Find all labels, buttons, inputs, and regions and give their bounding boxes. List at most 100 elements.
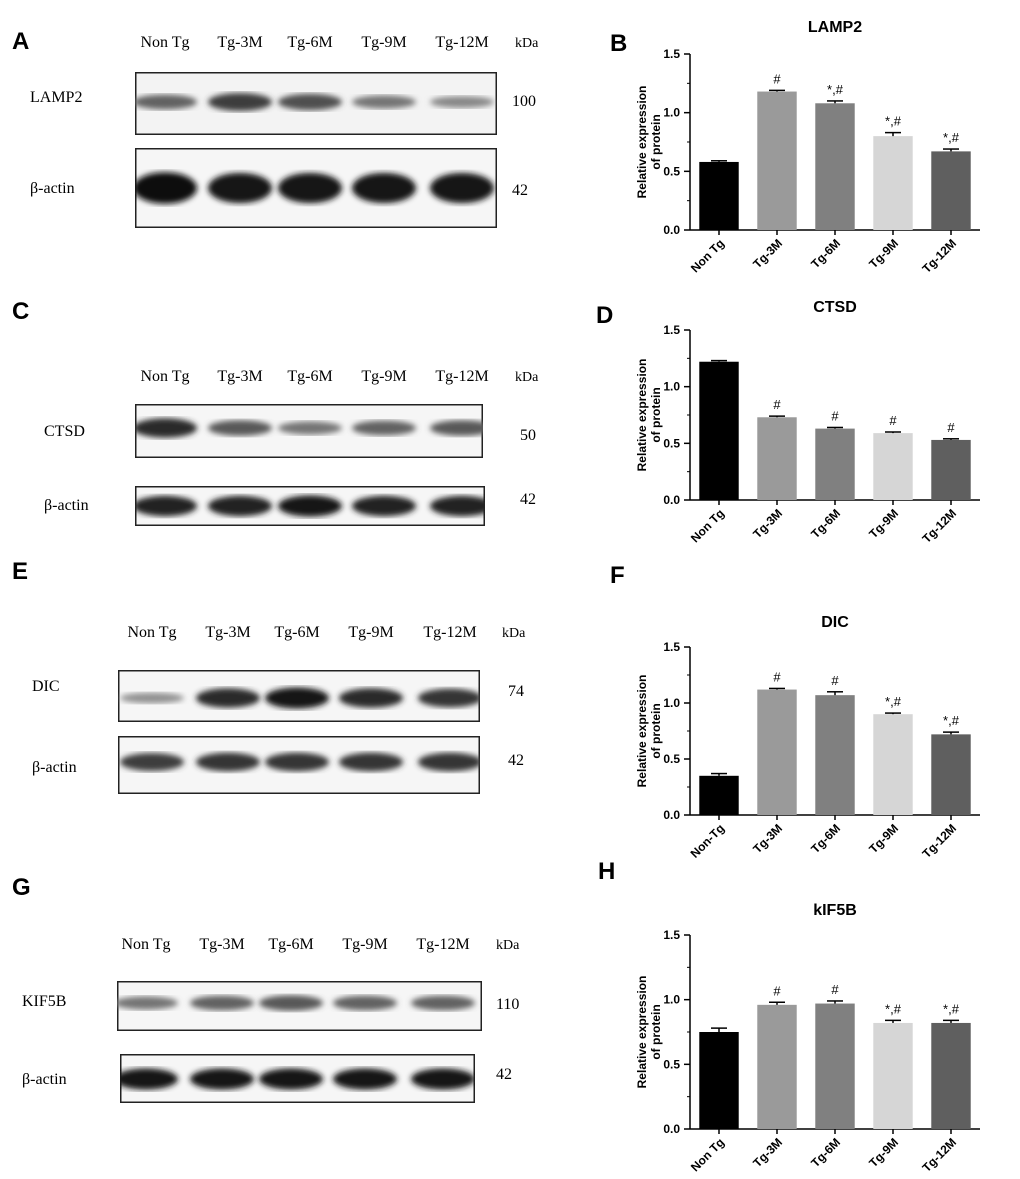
protein-band [117,996,178,1010]
protein-band [278,421,342,435]
blot-membrane [135,72,497,135]
lane-label: Tg-6M [268,936,314,953]
panel-letter-b: B [610,30,628,57]
y-axis-label-line: of protein [649,387,663,442]
chart-title: kIF5B [813,902,857,919]
lane-label: Tg-6M [287,368,333,385]
chart-title: LAMP2 [808,19,862,36]
protein-band [190,1068,254,1090]
panel-letter-e: E [12,558,29,585]
x-tick-label: Tg-3M [750,821,785,856]
protein-band [430,420,483,436]
kda-label: kDa [515,36,539,51]
significance-annotation: # [773,983,781,998]
bar [757,1004,797,1129]
protein-row-label: CTSD [44,423,85,440]
y-axis-label: Relative expressionof protein [635,675,663,788]
bar [931,1022,971,1129]
lane-label: Tg-9M [361,34,407,51]
protein-band [135,94,197,110]
bar [815,103,855,230]
molecular-weight-label: 50 [520,427,536,444]
protein-band [333,995,397,1011]
protein-band [259,1068,323,1090]
panel-letter-f: F [610,562,625,589]
kda-label: kDa [502,626,526,641]
protein-band [120,753,184,771]
significance-annotation: # [831,408,839,423]
y-axis-label: Relative expressionof protein [635,976,663,1089]
significance-annotation: *,# [943,1001,960,1016]
y-tick-label: 0.5 [663,164,680,178]
protein-row-label: LAMP2 [30,89,83,106]
y-tick-label: 1.5 [663,928,680,942]
lane-label: Non Tg [127,624,177,641]
significance-annotation: # [773,71,781,86]
lane-label: Tg-3M [199,936,245,953]
significance-annotation: *,# [885,1001,902,1016]
protein-band [259,995,323,1011]
x-tick-label: Tg-3M [750,1135,785,1170]
significance-annotation: *,# [885,694,902,709]
x-tick-label: Tg-3M [750,506,785,541]
y-axis-label: Relative expressionof protein [635,359,663,472]
x-tick-label: Non-Tg [688,821,728,861]
lane-label: Tg-12M [435,34,489,51]
protein-band [196,752,260,772]
protein-band [190,995,254,1011]
significance-annotation: *,# [827,82,844,97]
significance-annotation: *,# [885,114,902,129]
y-tick-label: 1.5 [663,323,680,337]
y-axis-label-line: of protein [649,703,663,758]
protein-band [120,1068,178,1090]
y-tick-label: 1.5 [663,47,680,61]
x-tick-label: Tg-12M [920,821,960,861]
y-axis-label-line: of protein [649,114,663,169]
protein-band [352,495,416,517]
protein-band [430,96,494,108]
bar [873,714,913,815]
significance-annotation: # [889,413,897,428]
bar-chart-ctsd: CTSD 0.0 0.5 1.0 1.5 Relative expressionof pr… [635,299,980,546]
protein-band [278,495,342,517]
significance-annotation: # [773,397,781,412]
blot-membrane [118,736,480,794]
lane-label: Tg-12M [416,936,470,953]
bar [931,151,971,230]
molecular-weight-label: 100 [512,93,536,110]
bar [699,775,739,815]
significance-annotation: # [947,420,955,435]
protein-band [135,495,197,517]
x-tick-label: Tg-12M [920,1135,960,1173]
y-axis-label-line: Relative expression [635,359,649,472]
bar [931,734,971,815]
x-tick-label: Non Tg [688,1135,727,1173]
x-tick-label: Tg-6M [808,506,843,541]
bar [815,428,855,500]
y-tick-label: 0.5 [663,436,680,450]
lane-label: Tg-6M [287,34,333,51]
x-tick-label: Tg-9M [866,821,901,856]
x-tick-label: Tg-9M [866,236,901,271]
bar-chart-kif5b: kIF5B 0.0 0.5 1.0 1.5 Relative expressionof p… [635,902,980,1173]
x-tick-label: Tg-6M [808,1135,843,1170]
bar [699,161,739,230]
blot-membrane [120,1054,475,1103]
protein-band [120,692,184,704]
y-tick-label: 0.5 [663,1057,680,1071]
bar [699,361,739,500]
x-tick-label: Non Tg [688,506,727,545]
protein-row-label: β-actin [30,180,75,197]
protein-band [418,688,480,708]
y-tick-label: 0.0 [663,1122,680,1136]
significance-annotation: *,# [943,130,960,145]
protein-band [208,495,272,517]
lane-label: Tg-3M [205,624,251,641]
protein-band [265,687,329,709]
chart-title: CTSD [813,299,857,316]
bar [757,91,797,231]
significance-annotation: # [831,982,839,997]
lane-label: Tg-3M [217,34,263,51]
lane-label: Tg-6M [274,624,320,641]
lane-label: Non Tg [121,936,171,953]
